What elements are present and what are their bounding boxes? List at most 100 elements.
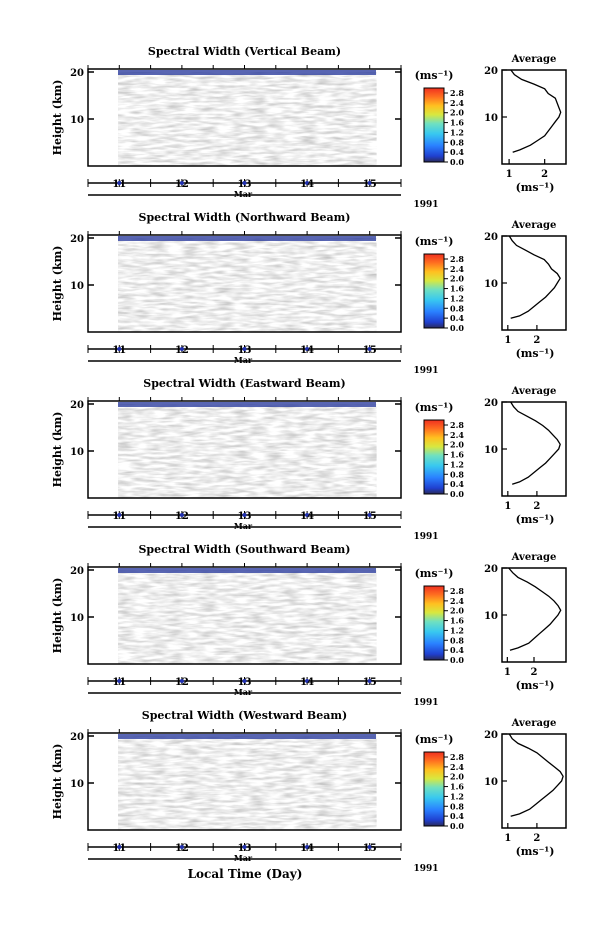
- heatmap-cell: [158, 159, 163, 164]
- heatmap-cell: [198, 303, 204, 308]
- heatmap-cell: [214, 272, 220, 277]
- average-x-tick-label: 1: [506, 169, 513, 180]
- heatmap-cell: [339, 247, 345, 252]
- heatmap-cell: [198, 291, 204, 295]
- heatmap-cell: [118, 451, 123, 455]
- heatmap-cell: [363, 140, 369, 145]
- heatmap-cell: [247, 112, 252, 117]
- heatmap-cell: [327, 278, 333, 283]
- heatmap-cell: [170, 150, 176, 155]
- heatmap-cell: [210, 454, 216, 458]
- heatmap-cell: [206, 81, 212, 86]
- heatmap-cell: [255, 115, 260, 120]
- heatmap-cell: [351, 306, 357, 311]
- heatmap-cell: [311, 162, 317, 167]
- heatmap-cell: [182, 432, 188, 436]
- heatmap-cell: [247, 310, 252, 314]
- heatmap-cell: [162, 253, 167, 258]
- heatmap-cell: [234, 491, 240, 496]
- heatmap-cell: [150, 494, 155, 499]
- heatmap-cell: [178, 78, 184, 82]
- heatmap-cell: [275, 266, 280, 270]
- heatmap-cell: [247, 313, 252, 317]
- heatmap-cell: [251, 115, 256, 120]
- heatmap-cell: [130, 153, 135, 158]
- heatmap-cell: [226, 128, 232, 133]
- heatmap-cell: [198, 482, 204, 487]
- heatmap-cell: [142, 429, 147, 433]
- heatmap-cell: [174, 451, 180, 455]
- heatmap-cell: [355, 100, 361, 104]
- heatmap-cell: [226, 93, 232, 98]
- heatmap-cell: [327, 87, 333, 92]
- heatmap-cell: [263, 100, 268, 104]
- heatmap-cell: [311, 325, 317, 330]
- heatmap-cell: [303, 93, 309, 98]
- heatmap-cell: [118, 485, 123, 490]
- heatmap-cell: [247, 416, 252, 421]
- heatmap-cell: [259, 84, 264, 89]
- heatmap-cell: [134, 115, 139, 120]
- heatmap-cell: [255, 241, 260, 245]
- heatmap-cell: [247, 425, 252, 430]
- heatmap-cell: [126, 285, 131, 289]
- heatmap-cell: [234, 78, 240, 82]
- heatmap-cell: [323, 294, 329, 299]
- heatmap-cell: [182, 162, 188, 167]
- heatmap-cell: [295, 241, 301, 245]
- heatmap-cell: [210, 159, 216, 164]
- heatmap-cell: [247, 131, 252, 136]
- heatmap-cell: [234, 119, 240, 123]
- heatmap-cell: [118, 429, 123, 433]
- month-label: Mar: [234, 189, 253, 199]
- heatmap-cell: [174, 244, 180, 248]
- heatmap-cell: [178, 288, 184, 292]
- heatmap-cell: [182, 137, 188, 142]
- heatmap-cell: [355, 266, 361, 270]
- heatmap-cell: [359, 109, 365, 114]
- heatmap-cell: [291, 159, 296, 164]
- heatmap-cell: [174, 491, 180, 496]
- heatmap-cell: [279, 97, 284, 101]
- heatmap-cell: [271, 75, 276, 79]
- heatmap-cell: [351, 131, 357, 136]
- heatmap-cell: [146, 75, 151, 79]
- heatmap-cell: [275, 313, 280, 317]
- heatmap-cell: [202, 137, 208, 142]
- heatmap-cell: [214, 429, 220, 433]
- heatmap-cell: [118, 488, 123, 493]
- heatmap-cell: [126, 294, 131, 299]
- heatmap-cell: [295, 119, 301, 123]
- heatmap-cell: [222, 310, 228, 314]
- heatmap-cell: [339, 319, 345, 324]
- heatmap-cell: [142, 413, 147, 418]
- heatmap-cell: [299, 112, 305, 117]
- heatmap-cell: [126, 463, 131, 468]
- heatmap-cell: [206, 159, 212, 164]
- heatmap-cell: [210, 75, 216, 79]
- heatmap-cell: [222, 322, 228, 327]
- heatmap-cell: [311, 275, 317, 280]
- heatmap-cell: [218, 322, 224, 327]
- heatmap-cell: [190, 144, 196, 148]
- heatmap-cell: [142, 479, 147, 483]
- heatmap-cell: [226, 441, 232, 446]
- heatmap-cell: [247, 122, 252, 126]
- heatmap-cell: [319, 288, 325, 292]
- heatmap-cell: [166, 115, 172, 120]
- heatmap-cell: [190, 150, 196, 155]
- heatmap-cell: [190, 244, 196, 248]
- heatmap-cell: [283, 325, 288, 330]
- heatmap-cell: [247, 432, 252, 436]
- heatmap-cell: [178, 438, 184, 443]
- heatmap-cell: [194, 288, 200, 292]
- heatmap-cell: [238, 119, 244, 123]
- heatmap-cell: [210, 322, 216, 327]
- heatmap-cell: [146, 122, 151, 126]
- heatmap-cell: [218, 466, 224, 471]
- heatmap-cell: [190, 463, 196, 468]
- heatmap-cell: [214, 322, 220, 327]
- heatmap-cell: [234, 75, 240, 79]
- heatmap-cell: [339, 134, 345, 139]
- heatmap-cell: [335, 100, 341, 104]
